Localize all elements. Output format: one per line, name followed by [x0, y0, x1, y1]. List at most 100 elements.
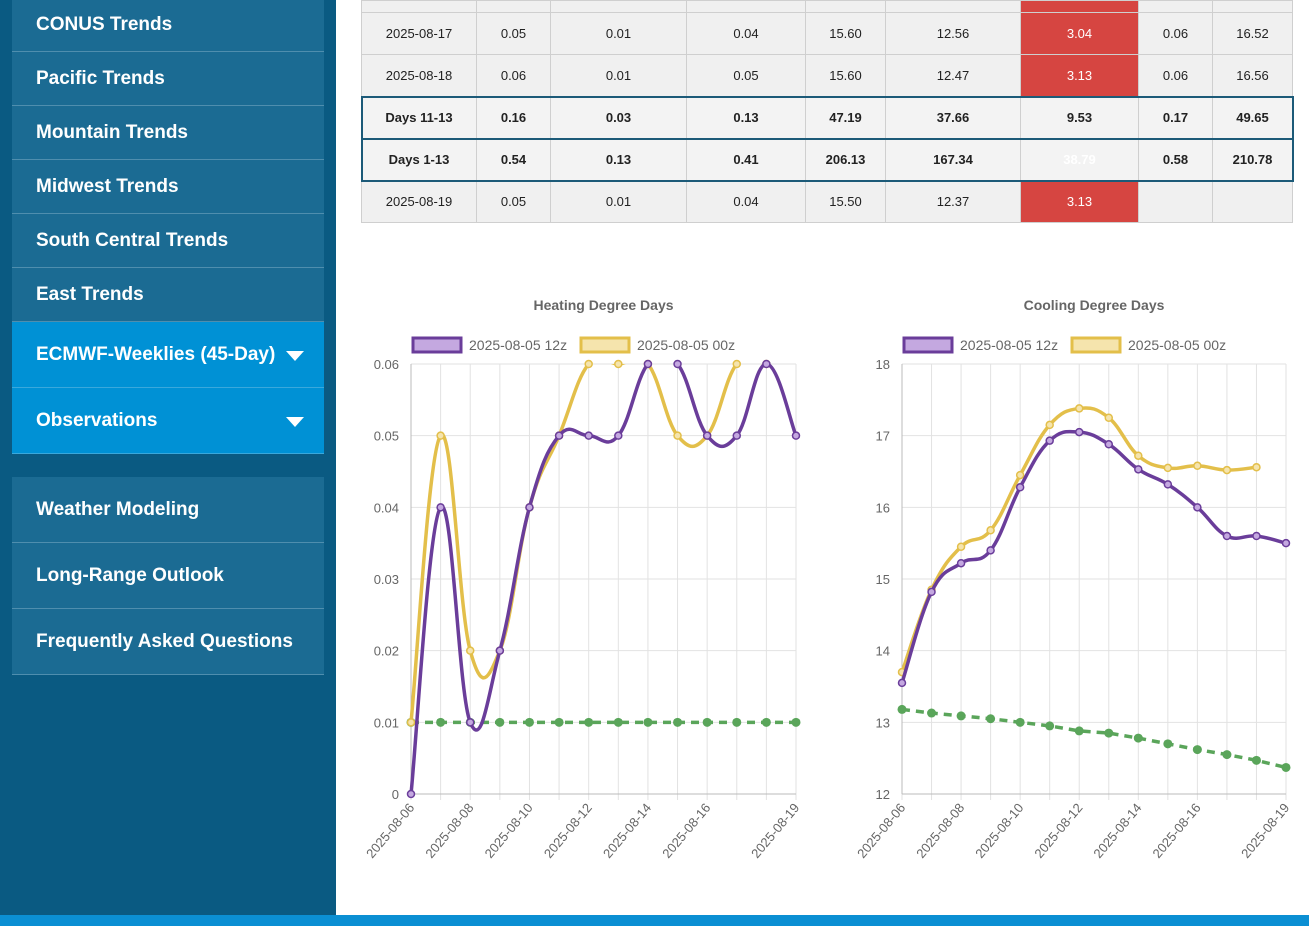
data-point[interactable]	[897, 704, 907, 714]
table-cell: 0.58	[1138, 138, 1213, 181]
table-cell: 0.04	[686, 180, 806, 223]
data-point[interactable]	[406, 789, 416, 799]
data-point[interactable]	[673, 717, 683, 727]
data-point[interactable]	[1281, 538, 1291, 548]
sidebar-item-conus-trends[interactable]: CONUS Trends	[12, 0, 324, 52]
data-point[interactable]	[436, 431, 445, 440]
sidebar-item-label: Mountain Trends	[36, 121, 188, 143]
data-point[interactable]	[1104, 728, 1114, 738]
data-point[interactable]	[762, 359, 771, 369]
data-point[interactable]	[1251, 755, 1261, 765]
data-point[interactable]	[791, 431, 801, 440]
data-point[interactable]	[673, 431, 682, 440]
data-point[interactable]	[1222, 465, 1232, 475]
data-point[interactable]	[1104, 413, 1114, 422]
sidebar-item-pacific-trends[interactable]: Pacific Trends	[12, 52, 324, 106]
data-point[interactable]	[1163, 480, 1173, 489]
data-point[interactable]	[554, 717, 564, 727]
legend-swatch[interactable]	[902, 336, 954, 354]
data-point[interactable]	[761, 717, 771, 727]
data-point[interactable]	[1222, 750, 1232, 760]
data-point[interactable]	[732, 431, 742, 440]
data-point[interactable]	[643, 717, 653, 727]
data-point[interactable]	[1192, 745, 1202, 755]
chevron-down-icon[interactable]	[286, 416, 304, 427]
data-point[interactable]	[927, 587, 936, 597]
sidebar-item-mountain-trends[interactable]: Mountain Trends	[12, 106, 324, 160]
data-point[interactable]	[956, 558, 966, 568]
sidebar-item-midwest-trends[interactable]: Midwest Trends	[12, 160, 324, 214]
sidebar-item-weather-modeling[interactable]: Weather Modeling	[12, 477, 324, 543]
data-point[interactable]	[986, 546, 995, 555]
data-point[interactable]	[986, 714, 996, 724]
data-point[interactable]	[1133, 733, 1143, 743]
data-point[interactable]	[1252, 462, 1261, 472]
data-point[interactable]	[702, 717, 712, 727]
data-point[interactable]	[1104, 440, 1114, 449]
data-point[interactable]	[614, 431, 623, 440]
sidebar-item-long-range-outlook[interactable]: Long-Range Outlook	[12, 543, 324, 609]
legend-label[interactable]: 2025-08-05 00z	[637, 337, 735, 353]
data-point[interactable]	[1045, 721, 1055, 731]
data-point[interactable]	[1252, 531, 1261, 541]
data-point[interactable]	[732, 359, 742, 369]
data-point[interactable]	[1281, 762, 1291, 772]
legend-label[interactable]: 2025-08-05 00z	[1128, 337, 1226, 353]
sidebar-item-east-trends[interactable]: East Trends	[12, 268, 324, 322]
data-point[interactable]	[1015, 717, 1025, 727]
x-tick-label: 2025-08-06	[854, 800, 908, 861]
data-point[interactable]	[1074, 427, 1084, 437]
data-point[interactable]	[1015, 470, 1025, 480]
sidebar-item-south-central-trends[interactable]: South Central Trends	[12, 214, 324, 268]
data-point[interactable]	[465, 646, 475, 655]
data-point[interactable]	[732, 717, 742, 727]
legend-swatch[interactable]	[411, 336, 463, 354]
sidebar-item-observations[interactable]: Observations	[12, 388, 324, 454]
legend-swatch[interactable]	[1070, 336, 1122, 354]
data-point[interactable]	[406, 718, 416, 727]
data-point[interactable]	[673, 359, 682, 369]
data-point[interactable]	[702, 431, 712, 440]
data-point[interactable]	[897, 678, 907, 688]
data-point[interactable]	[927, 708, 937, 718]
data-point[interactable]	[525, 503, 534, 512]
data-point[interactable]	[524, 717, 534, 727]
data-point[interactable]	[1015, 483, 1025, 492]
data-point[interactable]	[584, 431, 593, 440]
data-point[interactable]	[643, 359, 653, 369]
data-point[interactable]	[956, 542, 966, 551]
data-point[interactable]	[1074, 726, 1084, 736]
data-point[interactable]	[495, 646, 505, 655]
legend-label[interactable]: 2025-08-05 12z	[469, 337, 567, 353]
table-cell: 2025-08-18	[361, 54, 477, 97]
sidebar-item-frequently-asked-questions[interactable]: Frequently Asked Questions	[12, 609, 324, 675]
data-point[interactable]	[1045, 420, 1054, 430]
data-point[interactable]	[986, 526, 995, 535]
data-point[interactable]	[554, 431, 564, 440]
legend-swatch[interactable]	[579, 336, 631, 354]
data-point[interactable]	[1134, 451, 1143, 460]
data-point[interactable]	[436, 717, 446, 727]
data-point[interactable]	[614, 359, 623, 369]
data-point[interactable]	[465, 718, 475, 727]
data-point[interactable]	[791, 717, 801, 727]
data-point[interactable]	[1074, 404, 1084, 413]
table-cell: 0.01	[550, 12, 687, 55]
data-point[interactable]	[613, 717, 623, 727]
data-point[interactable]	[584, 717, 594, 727]
data-point[interactable]	[1163, 463, 1173, 473]
data-point[interactable]	[1222, 531, 1232, 541]
table-cell: 3.13	[1020, 54, 1139, 97]
data-point[interactable]	[1045, 436, 1054, 445]
data-point[interactable]	[495, 717, 505, 727]
data-point[interactable]	[1193, 503, 1202, 512]
data-point[interactable]	[1163, 739, 1173, 749]
sidebar-item-ecmwf-weeklies-45-day[interactable]: ECMWF-Weeklies (45-Day)	[12, 322, 324, 388]
legend-label[interactable]: 2025-08-05 12z	[960, 337, 1058, 353]
data-point[interactable]	[436, 503, 445, 512]
data-point[interactable]	[584, 359, 593, 369]
data-point[interactable]	[1193, 461, 1202, 471]
data-point[interactable]	[956, 711, 966, 721]
chevron-down-icon[interactable]	[286, 350, 304, 361]
data-point[interactable]	[1134, 465, 1143, 474]
